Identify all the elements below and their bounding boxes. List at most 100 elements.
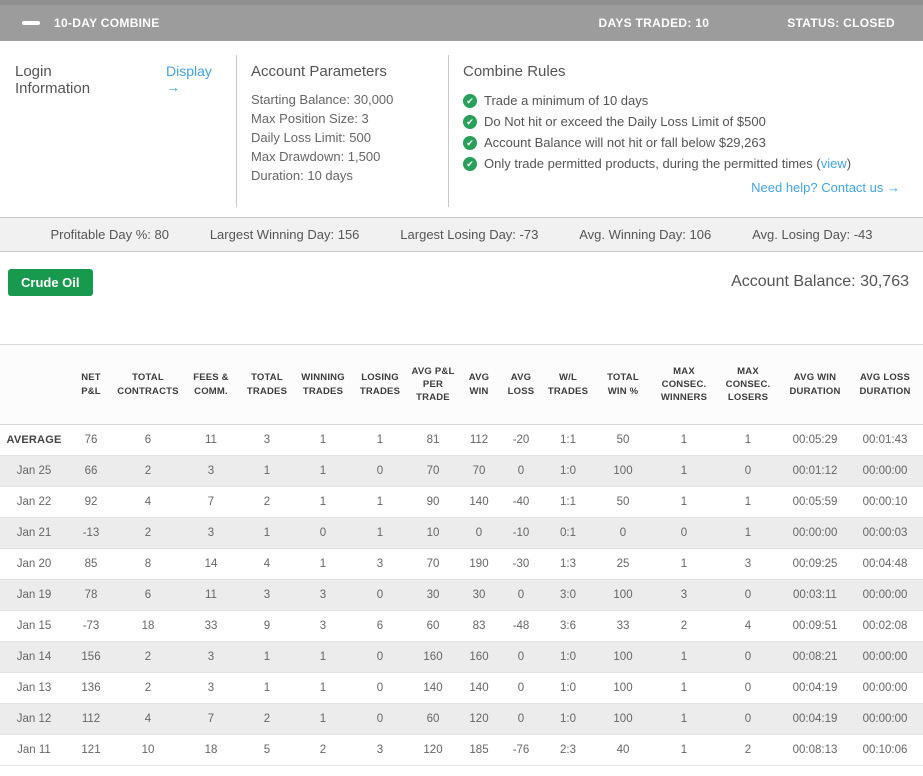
- table-cell: 3: [652, 579, 716, 611]
- column-header[interactable]: LOSING TRADES: [352, 344, 408, 425]
- table-row[interactable]: Jan 22 92 4 7 2 1 1 90 140 -40 1:1 50 1 1 00:05:59 00:0…: [0, 486, 923, 518]
- table-cell: 1: [652, 734, 716, 766]
- table-cell: 1: [240, 517, 294, 549]
- table-cell: 0: [500, 455, 542, 487]
- table-cell: 1: [294, 486, 352, 518]
- column-header[interactable]: AVG LOSS: [500, 344, 542, 425]
- view-link[interactable]: view: [820, 156, 847, 171]
- help-row: Need help? Contact us →: [463, 174, 908, 195]
- table-cell: 11: [182, 579, 240, 611]
- table-cell: 2:3: [542, 734, 594, 766]
- table-cell: 00:01:12: [780, 455, 850, 487]
- display-link[interactable]: Display →: [166, 63, 212, 95]
- table-cell: 3: [182, 455, 240, 487]
- table-cell: 1: [240, 672, 294, 704]
- table-row[interactable]: Jan 14 156 2 3 1 1 0 160 160 0 1:0 100 1 0 00:08:21 00:…: [0, 641, 923, 673]
- table-row[interactable]: AVERAGE 76 6 11 3 1 1 81 112 -20 1:1 50 1 1 00:05:29 00…: [0, 424, 923, 456]
- table-cell: 100: [594, 455, 652, 487]
- table-cell: 3:0: [542, 579, 594, 611]
- table-cell: -48: [500, 610, 542, 642]
- table-cell: 3: [352, 734, 408, 766]
- table-cell: 0: [500, 579, 542, 611]
- table-row[interactable]: Jan 21 -13 2 3 1 0 1 10 0 -10 0:1 0 0 1 00:00:00 00:00:…: [0, 517, 923, 549]
- column-header[interactable]: MAX CONSEC. LOSERS: [716, 344, 780, 425]
- table-cell: 1:0: [542, 672, 594, 704]
- table-row[interactable]: Jan 15 -73 18 33 9 3 6 60 83 -48 3:6 33 2 4 00:09:51 00…: [0, 610, 923, 642]
- table-cell: 2: [294, 734, 352, 766]
- rule-item: ✔ Trade a minimum of 10 days: [463, 90, 908, 111]
- table-cell: 25: [594, 548, 652, 580]
- check-icon: ✔: [463, 93, 477, 108]
- table-cell: 00:05:59: [780, 486, 850, 518]
- table-cell: 1: [294, 548, 352, 580]
- column-header[interactable]: AVG WIN: [458, 344, 500, 425]
- table-cell: 00:04:48: [850, 548, 920, 580]
- table-row[interactable]: Jan 11 121 10 18 5 2 3 120 185 -76 2:3 40 1 2 00:08:13…: [0, 734, 923, 766]
- column-header[interactable]: TOTAL CONTRACTS: [114, 344, 182, 425]
- column-header[interactable]: WINNING TRADES: [294, 344, 352, 425]
- table-cell: Jan 15: [0, 610, 68, 642]
- table-cell: 1: [652, 703, 716, 735]
- table-cell: 1: [652, 486, 716, 518]
- table-cell: 2: [240, 703, 294, 735]
- parameter-line: Max Drawdown: 1,500: [251, 149, 381, 164]
- table-cell: 1:0: [542, 455, 594, 487]
- table-cell: 6: [114, 579, 182, 611]
- column-header[interactable]: W/L TRADES: [542, 344, 594, 425]
- results-table-wrap: NET P&L TOTAL CONTRACTS FEES & COMM. TOTAL …: [0, 344, 923, 766]
- login-information-title: Login Information: [15, 63, 91, 97]
- day-stat: Avg. Losing Day: -43: [752, 227, 873, 242]
- table-cell: 60: [408, 703, 458, 735]
- column-header[interactable]: AVG WIN DURATION: [780, 344, 850, 425]
- table-cell: 10: [114, 734, 182, 766]
- column-header[interactable]: TOTAL WIN %: [594, 344, 652, 425]
- table-cell: -30: [500, 548, 542, 580]
- table-cell: 0: [500, 703, 542, 735]
- account-parameters-section: Account Parameters Starting Balance: 30,…: [237, 55, 449, 207]
- table-cell: -76: [500, 734, 542, 766]
- table-row[interactable]: Jan 20 85 8 14 4 1 3 70 190 -30 1:3 25 1 3 00:09:25 00:…: [0, 548, 923, 580]
- table-row[interactable]: Jan 25 66 2 3 1 1 0 70 70 0 1:0 100 1 0 00:01:12 00:00:…: [0, 455, 923, 487]
- column-header[interactable]: FEES & COMM.: [182, 344, 240, 425]
- table-row[interactable]: Jan 13 136 2 3 1 1 0 140 140 0 1:0 100 1 0 00:04:19 00:…: [0, 672, 923, 704]
- product-button[interactable]: Crude Oil: [8, 269, 93, 296]
- table-row[interactable]: Jan 12 112 4 7 2 1 0 60 120 0 1:0 100 1 0 00:04:19 00:0…: [0, 703, 923, 735]
- table-cell: 1: [652, 672, 716, 704]
- rule-item: ✔ Do Not hit or exceed the Daily Loss Lim…: [463, 111, 908, 132]
- column-header[interactable]: AVG P&L PER TRADE: [408, 344, 458, 425]
- table-cell: 2: [716, 734, 780, 766]
- table-cell: 3: [182, 672, 240, 704]
- rule-text: Only trade permitted products, during th…: [484, 156, 852, 171]
- table-cell: 0: [352, 579, 408, 611]
- column-header[interactable]: [0, 344, 68, 425]
- table-cell: 66: [68, 455, 114, 487]
- collapse-icon[interactable]: [22, 21, 40, 25]
- table-cell: 7: [182, 486, 240, 518]
- table-cell: Jan 22: [0, 486, 68, 518]
- table-cell: Jan 21: [0, 517, 68, 549]
- login-information-section: Login Information Display →: [15, 55, 237, 207]
- table-cell: 1:3: [542, 548, 594, 580]
- column-header[interactable]: AVG LOSS DURATION: [850, 344, 920, 425]
- contact-us-link[interactable]: Need help? Contact us →: [751, 180, 900, 195]
- table-cell: 3: [240, 424, 294, 456]
- check-icon: ✔: [463, 135, 477, 150]
- table-cell: 78: [68, 579, 114, 611]
- panel-top-edge: [0, 0, 923, 5]
- table-cell: 185: [458, 734, 500, 766]
- table-row[interactable]: Jan 19 78 6 11 3 3 0 30 30 0 3:0 100 3 0 00:03:11 00:00…: [0, 579, 923, 611]
- table-cell: 00:09:25: [780, 548, 850, 580]
- table-cell: 10: [408, 517, 458, 549]
- table-cell: 50: [594, 486, 652, 518]
- parameter-line: Max Position Size: 3: [251, 111, 369, 126]
- table-cell: 0: [594, 517, 652, 549]
- column-header[interactable]: MAX CONSEC. WINNERS: [652, 344, 716, 425]
- table-cell: 1: [652, 641, 716, 673]
- table-cell: 3: [240, 579, 294, 611]
- clipped-cell: [920, 455, 923, 487]
- rule-item: ✔ Account Balance will not hit or fall be…: [463, 132, 908, 153]
- column-header[interactable]: NET P&L: [68, 344, 114, 425]
- column-header[interactable]: TOTAL TRADES: [240, 344, 294, 425]
- table-cell: 00:00:03: [850, 517, 920, 549]
- table-cell: 100: [594, 672, 652, 704]
